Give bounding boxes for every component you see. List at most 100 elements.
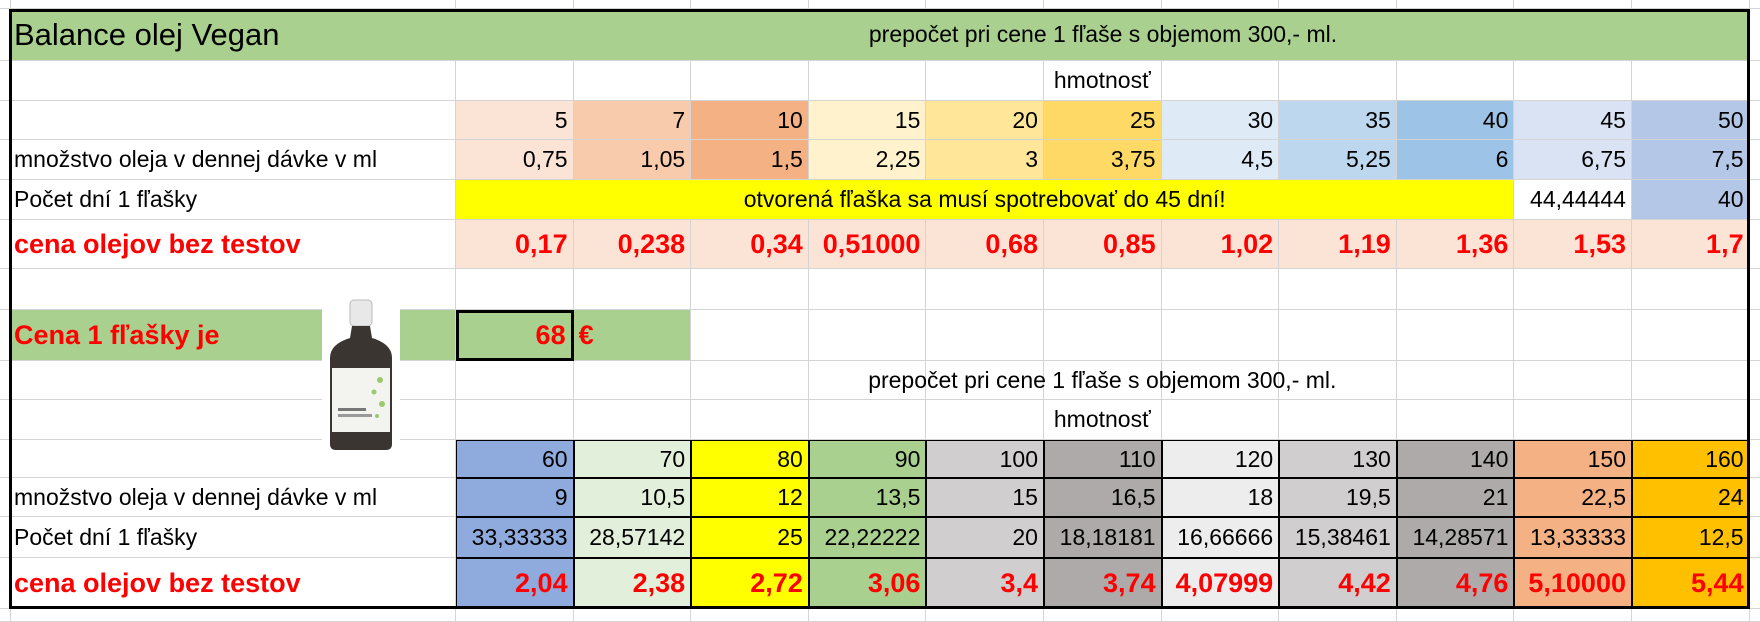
grid-cell	[573, 609, 692, 622]
grid-cell	[1750, 558, 1760, 609]
value-cell: 13,33333	[1514, 517, 1632, 558]
grid-cell	[1396, 0, 1515, 9]
weight-cell: 70	[573, 440, 692, 478]
value-cell: 5,44	[1632, 558, 1750, 609]
value-cell: 0,85	[1044, 220, 1162, 269]
value-cell: 1,05	[573, 140, 692, 180]
grid-cell	[1396, 609, 1515, 622]
value-cell: 1,36	[1396, 220, 1515, 269]
value-cell: 4,76	[1396, 558, 1515, 609]
value-cell: 2,04	[456, 558, 574, 609]
weight-cell: 90	[808, 440, 927, 478]
value-cell: 16,66666	[1161, 517, 1280, 558]
weight-cell: 160	[1632, 440, 1750, 478]
grid-cell	[1044, 0, 1162, 9]
value-cell: 22,22222	[808, 517, 927, 558]
grid-cell	[1161, 609, 1280, 622]
value-cell: 9	[456, 478, 574, 517]
value-cell: 13,5	[808, 478, 927, 517]
grid-cell	[691, 310, 809, 361]
value-cell: 12	[691, 478, 809, 517]
grid-cell	[1044, 269, 1162, 310]
grid-cell	[1161, 269, 1280, 310]
weight-cell: 100	[926, 440, 1044, 478]
value-cell: 15,38461	[1279, 517, 1397, 558]
value-cell: 4,42	[1279, 558, 1397, 609]
value-cell: 15	[926, 478, 1044, 517]
grid-cell	[1750, 140, 1760, 180]
weight-cell: 35	[1279, 101, 1397, 140]
grid-cell	[1161, 0, 1280, 9]
grid-cell	[9, 61, 456, 101]
grid-cell	[1632, 0, 1750, 9]
value-cell: 1,5	[691, 140, 809, 180]
row-label: Počet dní 1 fľašky	[9, 180, 456, 220]
grid-cell	[926, 310, 1044, 361]
grid-cell	[808, 0, 927, 9]
value-cell: 0,68	[926, 220, 1044, 269]
grid-cell	[1750, 478, 1760, 517]
value-cell: 0,75	[456, 140, 574, 180]
weight-label: hmotnosť	[456, 400, 1750, 440]
grid-cell	[1750, 310, 1760, 361]
grid-cell	[926, 609, 1044, 622]
grid-cell	[1750, 101, 1760, 140]
row-label: Počet dní 1 fľašky	[9, 517, 456, 558]
value-cell: 18,18181	[1044, 517, 1162, 558]
grid-cell	[1632, 269, 1750, 310]
value-cell: 20	[926, 517, 1044, 558]
value-cell: 2,72	[691, 558, 809, 609]
grid-cell	[926, 0, 1044, 9]
price-value: 68	[456, 310, 574, 361]
grid-cell	[1750, 440, 1760, 478]
grid-cell	[1514, 310, 1632, 361]
value-cell: 3,4	[926, 558, 1044, 609]
weight-cell: 10	[691, 101, 809, 140]
value-cell: 10,5	[573, 478, 692, 517]
value-cell: 12,5	[1632, 517, 1750, 558]
value-cell: 2,25	[808, 140, 927, 180]
grid-cell	[573, 0, 692, 9]
row-label: množstvo oleja v dennej dávke v ml	[9, 478, 456, 517]
grid-cell	[1750, 9, 1760, 61]
weight-cell: 7	[573, 101, 692, 140]
weight-cell: 80	[691, 440, 809, 478]
grid-cell	[691, 269, 809, 310]
grid-cell	[1750, 61, 1760, 101]
value-cell: 0,51000	[808, 220, 927, 269]
grid-cell	[1279, 269, 1397, 310]
grid-cell	[456, 609, 574, 622]
grid-cell	[9, 440, 456, 478]
grid-cell	[1279, 0, 1397, 9]
weight-cell: 30	[1161, 101, 1280, 140]
value-cell: 2,38	[573, 558, 692, 609]
value-cell: 16,5	[1044, 478, 1162, 517]
grid-cell	[1632, 609, 1750, 622]
value-cell: 24	[1632, 478, 1750, 517]
value-cell: 4,5	[1161, 140, 1280, 180]
grid-cell	[1044, 310, 1162, 361]
grid-cell	[456, 0, 574, 9]
grid-cell	[9, 101, 456, 140]
weight-cell: 45	[1514, 101, 1632, 140]
weight-cell: 20	[926, 101, 1044, 140]
grid-cell	[1396, 310, 1515, 361]
value-cell: 0,238	[573, 220, 692, 269]
grid-cell	[1750, 220, 1760, 269]
price-currency: €	[573, 310, 692, 361]
value-cell: 18	[1161, 478, 1280, 517]
grid-cell	[9, 609, 456, 622]
value-cell: 14,28571	[1396, 517, 1515, 558]
grid-cell	[0, 0, 11, 9]
value-cell: 40	[1632, 180, 1750, 220]
weight-cell: 50	[1632, 101, 1750, 140]
value-cell: 1,53	[1514, 220, 1632, 269]
value-cell: 5,25	[1279, 140, 1397, 180]
grid-cell	[1750, 361, 1760, 400]
grid-cell	[1161, 310, 1280, 361]
grid-cell	[1514, 609, 1632, 622]
grid-cell	[9, 361, 456, 400]
grid-cell	[808, 310, 927, 361]
value-cell: 1,7	[1632, 220, 1750, 269]
value-cell: 25	[691, 517, 809, 558]
